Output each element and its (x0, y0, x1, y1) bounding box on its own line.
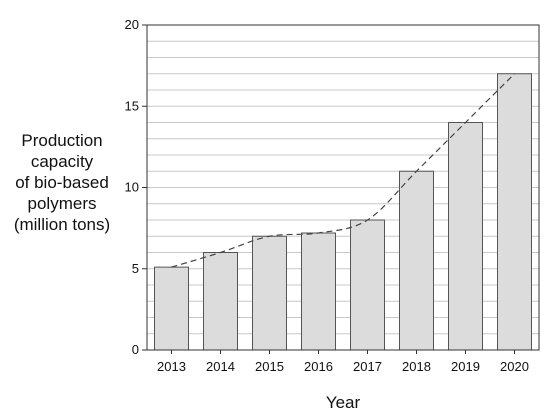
y-tick-label: 5 (132, 261, 139, 276)
y-tick-label: 20 (125, 17, 139, 32)
x-axis-title: Year (326, 393, 361, 412)
x-tick-label: 2016 (304, 359, 333, 374)
bar (448, 122, 483, 351)
x-tick-label: 2015 (255, 359, 284, 374)
bar (154, 266, 189, 351)
y-axis-title-line: of bio-based (15, 173, 109, 192)
bar (350, 219, 385, 351)
trend-line-group (171, 73, 515, 268)
bar (252, 235, 287, 351)
x-tick-labels: 2013 2014 2015 2016 2017 2018 2019 2020 (157, 350, 529, 374)
bar (497, 73, 532, 351)
trend-line (171, 73, 515, 268)
x-tick-label: 2019 (451, 359, 480, 374)
y-tick-label: 10 (125, 180, 139, 195)
y-axis-title-line: Production (21, 131, 103, 150)
y-tick-label: 15 (125, 98, 139, 113)
y-tick-label: 0 (132, 342, 139, 357)
x-tick-label: 2020 (500, 359, 529, 374)
y-axis-title-line: (million tons) (13, 215, 111, 234)
y-axis-title-line: capacity (30, 152, 94, 171)
x-tick-label: 2014 (206, 359, 235, 374)
x-tick-label: 2018 (402, 359, 431, 374)
bar (203, 252, 238, 351)
bars (154, 73, 532, 351)
y-tick-labels: 0 5 10 15 20 (125, 17, 147, 357)
y-axis-title-line: polymers (27, 194, 97, 213)
y-axis-title: Production capacity of bio-based polymer… (0, 130, 124, 235)
x-tick-label: 2017 (353, 359, 382, 374)
bar (399, 170, 434, 351)
bar (301, 232, 336, 351)
x-tick-label: 2013 (157, 359, 186, 374)
